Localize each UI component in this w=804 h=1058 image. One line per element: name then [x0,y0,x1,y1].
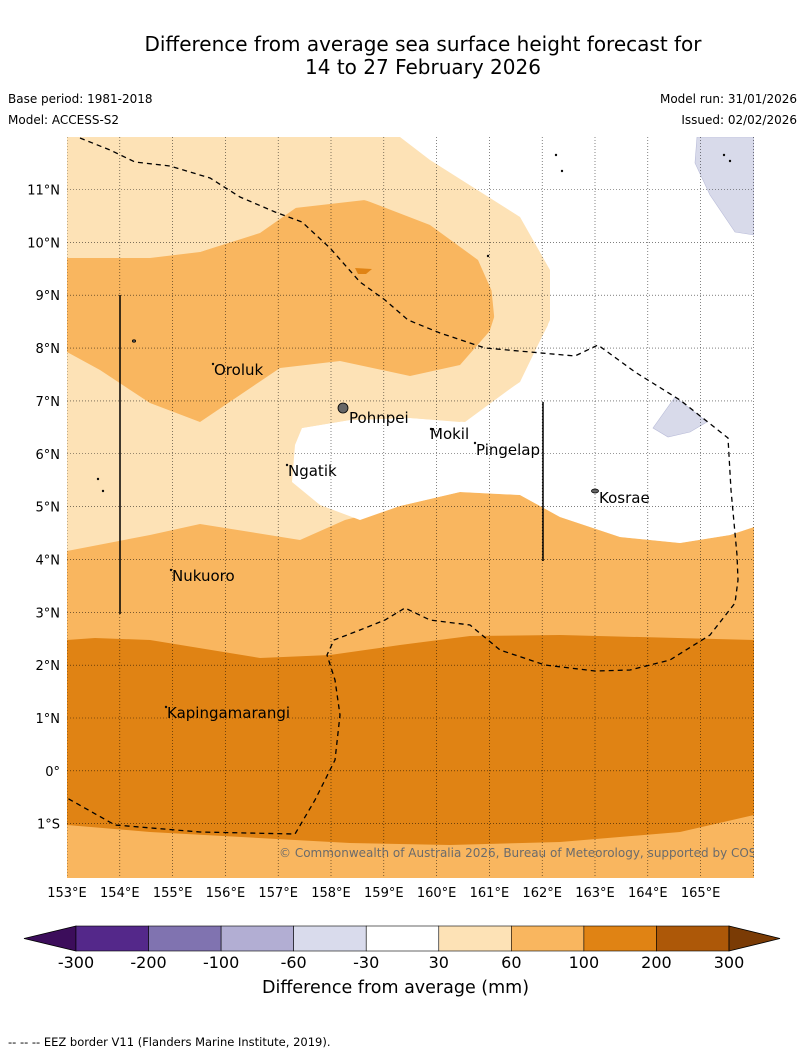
colorbar-tick-label: -300 [57,953,95,972]
latitude-tick-label: 10°N [27,236,60,251]
colorbar-segment [75,925,149,952]
islet-ne2 [560,169,564,173]
colorbar-segment [220,925,294,952]
colorbar-segment [148,925,222,952]
latitude-tick-label: 2°N [36,659,61,674]
colorbar-extend-low [23,925,77,952]
islet-oroluk [211,362,215,366]
colorbar-tick-label: -200 [130,953,167,972]
islet-ngatik [285,463,289,467]
latitude-tick-label: 6°N [36,448,61,463]
longitude-tick-label: 156°E [206,886,246,901]
place-ngatik: Ngatik [288,462,337,480]
islet-w2 [101,489,105,493]
kosrae-island [591,488,599,494]
band-neg60-neg30-ne [694,137,754,236]
neutral-region [292,137,754,543]
title-line-2: 14 to 27 February 2026 [305,55,541,79]
pohnpei-island [337,402,349,414]
eez-footnote: -- -- -- EEZ border V11 (Flanders Marine… [8,1035,331,1049]
place-oroluk: Oroluk [214,361,263,379]
eez-border [67,137,739,835]
place-nukuoro: Nukuoro [172,567,235,585]
colorbar-tick-label: -30 [353,953,380,972]
latitude-tick-label: 7°N [36,395,61,410]
islet-8n [131,339,136,343]
longitude-tick-label: 155°E [153,886,193,901]
band-100-200-fleck [355,268,372,274]
place-kosrae: Kosrae [599,489,650,507]
islet-kapinga [164,705,168,709]
latitude-tick-label: 4°N [36,553,61,568]
islet-ne3 [722,153,726,157]
islet-nukuoro [169,568,173,572]
latitude-tick-label: 11°N [27,184,60,199]
longitude-tick-label: 158°E [311,886,351,901]
colorbar-segment [293,925,367,952]
colorbar-segment [438,925,512,952]
title-line-1: Difference from average sea surface heig… [144,32,702,56]
longitude-tick-label: 163°E [575,886,615,901]
place-pohnpei: Pohnpei [349,409,409,427]
longitude-tick-label: 165°E [681,886,721,901]
islet-w1 [96,477,100,481]
place-pingelap: Pingelap [476,441,540,459]
latitude-tick-label: 5°N [36,501,61,516]
latitude-tick-label: 1°S [37,818,60,833]
colorbar-tick-label: 300 [713,953,745,972]
place-kapingamarangi: Kapingamarangi [167,704,290,722]
band-100-200 [67,635,754,845]
islands [96,153,732,709]
colorbar-tick-label: -60 [280,953,307,972]
latitude-tick-label: 0° [45,765,60,780]
latitude-tick-label: 8°N [36,342,61,357]
colorbar [23,925,781,952]
longitude-tick-label: 164°E [628,886,668,901]
sea-level-map: Oroluk Pohnpei Mokil Pingelap Ngatik Kos… [23,137,784,952]
longitude-tick-label: 162°E [522,886,562,901]
colorbar-segment [365,925,440,952]
islet-c1 [486,254,490,258]
model-run-label: Model run: 31/01/2026 [659,92,797,106]
colorbar-tick-label: 200 [641,953,672,972]
longitude-tick-label: 161°E [470,886,510,901]
colorbar-tick-label: -100 [202,953,240,972]
colorbar-segment [583,925,657,952]
base-period-label: Base period: 1981-2018 [8,92,153,106]
model-label: Model: ACCESS-S2 [8,113,120,127]
longitude-tick-label: 153°E [47,886,87,901]
colorbar-segment [511,925,585,952]
copyright-notice: © Commonwealth of Australia 2026, Bureau… [279,846,784,860]
issued-label: Issued: 02/02/2026 [681,113,797,127]
longitude-tick-label: 160°E [417,886,457,901]
latitude-tick-label: 9°N [36,289,61,304]
band-neg60-neg30-e [652,396,708,438]
colorbar-extend-high [728,925,781,952]
place-mokil: Mokil [430,425,469,443]
islet-ne1 [554,153,558,157]
islet-ne4 [728,159,732,163]
islet-pingelap [473,441,477,445]
islet-mokil [429,427,433,431]
latitude-tick-label: 1°N [36,712,61,727]
colorbar-tick-label: 30 [428,953,449,972]
longitude-tick-label: 154°E [100,886,140,901]
graticule [67,137,754,878]
latitude-tick-label: 3°N [36,606,61,621]
colorbar-title: Difference from average (mm) [262,978,530,998]
chart-title: Difference from average sea surface heig… [0,33,804,79]
longitude-tick-label: 157°E [258,886,298,901]
colorbar-tick-label: 60 [501,953,522,972]
colorbar-tick-label: 100 [568,953,600,972]
map-area: Oroluk Pohnpei Mokil Pingelap Ngatik Kos… [67,137,784,878]
longitude-tick-label: 159°E [364,886,404,901]
colorbar-segment [656,925,730,952]
band-30-60-north-edge [67,137,548,428]
